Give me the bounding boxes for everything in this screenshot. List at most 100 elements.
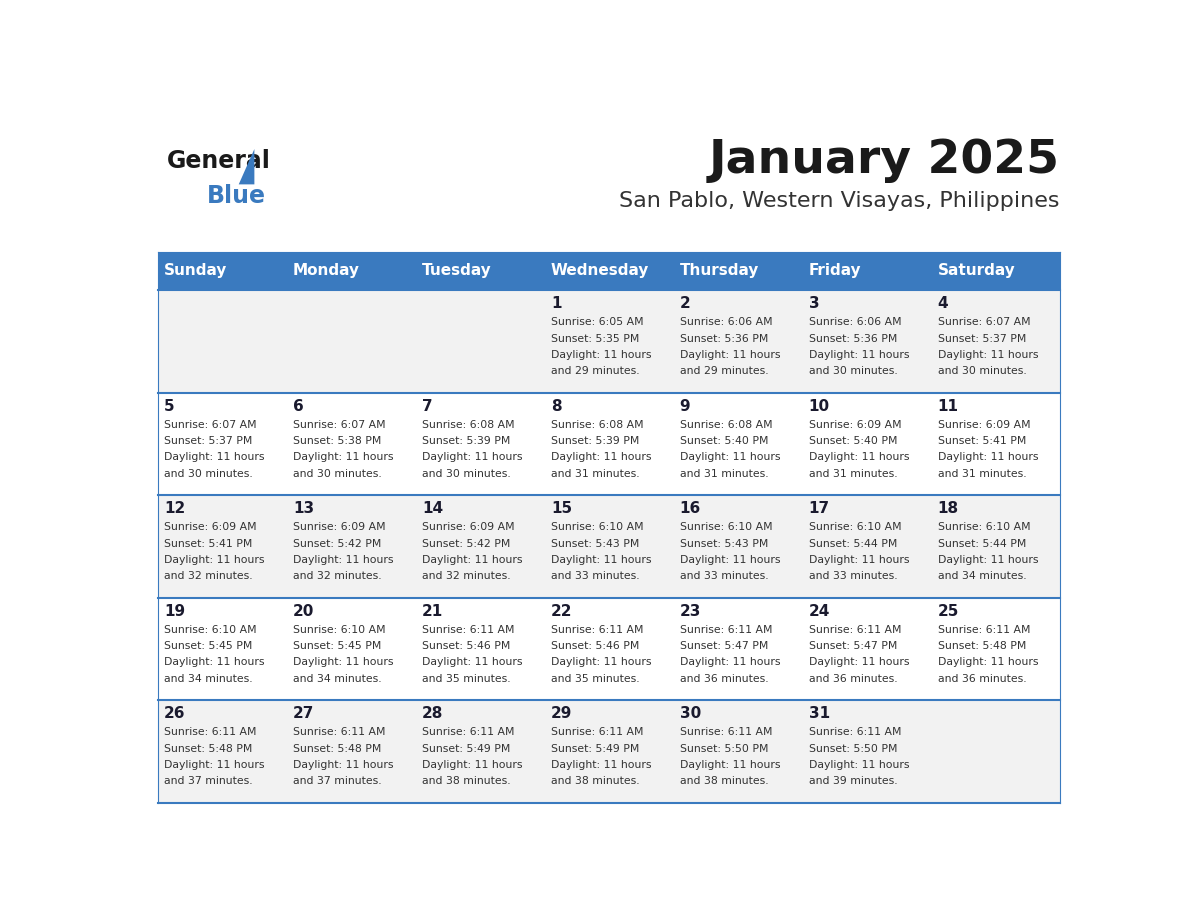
Text: and 32 minutes.: and 32 minutes. <box>422 571 511 581</box>
Text: Daylight: 11 hours: Daylight: 11 hours <box>551 657 651 667</box>
Bar <box>286 290 416 393</box>
Bar <box>286 252 416 290</box>
Text: 7: 7 <box>422 398 432 413</box>
Text: and 33 minutes.: and 33 minutes. <box>551 571 639 581</box>
Text: and 35 minutes.: and 35 minutes. <box>422 674 511 684</box>
Bar <box>544 700 674 803</box>
Text: Saturday: Saturday <box>937 263 1016 278</box>
Text: 16: 16 <box>680 501 701 516</box>
Bar <box>674 496 802 598</box>
Bar <box>931 252 1060 290</box>
Text: Sunset: 5:44 PM: Sunset: 5:44 PM <box>937 539 1026 549</box>
Text: 13: 13 <box>293 501 314 516</box>
Text: Sunset: 5:44 PM: Sunset: 5:44 PM <box>809 539 897 549</box>
Text: Sunset: 5:38 PM: Sunset: 5:38 PM <box>293 436 381 446</box>
Text: Sunset: 5:36 PM: Sunset: 5:36 PM <box>809 333 897 343</box>
Text: 28: 28 <box>422 706 443 721</box>
Text: Wednesday: Wednesday <box>551 263 649 278</box>
Text: and 30 minutes.: and 30 minutes. <box>422 468 511 478</box>
Text: and 30 minutes.: and 30 minutes. <box>809 366 897 376</box>
Text: Daylight: 11 hours: Daylight: 11 hours <box>937 554 1038 565</box>
Text: Sunrise: 6:08 AM: Sunrise: 6:08 AM <box>551 420 644 430</box>
Text: San Pablo, Western Visayas, Philippines: San Pablo, Western Visayas, Philippines <box>619 192 1060 211</box>
Text: 29: 29 <box>551 706 573 721</box>
Text: and 38 minutes.: and 38 minutes. <box>551 776 639 786</box>
Text: Sunrise: 6:11 AM: Sunrise: 6:11 AM <box>551 625 644 634</box>
Text: Sunrise: 6:11 AM: Sunrise: 6:11 AM <box>809 625 902 634</box>
Bar <box>286 598 416 700</box>
Text: 19: 19 <box>164 603 185 619</box>
Text: Sunset: 5:43 PM: Sunset: 5:43 PM <box>551 539 639 549</box>
Text: Friday: Friday <box>809 263 861 278</box>
Text: Sunrise: 6:11 AM: Sunrise: 6:11 AM <box>680 625 772 634</box>
Text: Daylight: 11 hours: Daylight: 11 hours <box>551 554 651 565</box>
Text: Monday: Monday <box>293 263 360 278</box>
Text: Daylight: 11 hours: Daylight: 11 hours <box>680 350 781 360</box>
Bar <box>544 290 674 393</box>
Text: Sunset: 5:42 PM: Sunset: 5:42 PM <box>293 539 381 549</box>
Bar <box>544 496 674 598</box>
Bar <box>674 393 802 496</box>
Bar <box>674 598 802 700</box>
Text: Daylight: 11 hours: Daylight: 11 hours <box>809 453 909 463</box>
Text: Daylight: 11 hours: Daylight: 11 hours <box>293 554 393 565</box>
Text: Sunset: 5:37 PM: Sunset: 5:37 PM <box>164 436 253 446</box>
Text: and 33 minutes.: and 33 minutes. <box>680 571 769 581</box>
Text: Daylight: 11 hours: Daylight: 11 hours <box>164 554 265 565</box>
Bar <box>158 290 286 393</box>
Text: Sunset: 5:48 PM: Sunset: 5:48 PM <box>937 641 1026 651</box>
Bar <box>286 393 416 496</box>
Text: Daylight: 11 hours: Daylight: 11 hours <box>809 350 909 360</box>
Bar <box>674 700 802 803</box>
Text: Sunset: 5:46 PM: Sunset: 5:46 PM <box>422 641 511 651</box>
Bar <box>802 252 931 290</box>
Text: 8: 8 <box>551 398 562 413</box>
Text: and 38 minutes.: and 38 minutes. <box>680 776 769 786</box>
Text: Sunrise: 6:09 AM: Sunrise: 6:09 AM <box>937 420 1030 430</box>
Text: and 38 minutes.: and 38 minutes. <box>422 776 511 786</box>
Text: Tuesday: Tuesday <box>422 263 492 278</box>
Text: and 37 minutes.: and 37 minutes. <box>293 776 381 786</box>
Text: 15: 15 <box>551 501 571 516</box>
Text: Sunrise: 6:06 AM: Sunrise: 6:06 AM <box>680 318 772 328</box>
Text: Sunset: 5:50 PM: Sunset: 5:50 PM <box>680 744 769 754</box>
Text: Sunrise: 6:11 AM: Sunrise: 6:11 AM <box>422 625 514 634</box>
Bar <box>416 393 544 496</box>
Bar <box>158 393 286 496</box>
Text: Daylight: 11 hours: Daylight: 11 hours <box>164 760 265 770</box>
Text: January 2025: January 2025 <box>709 139 1060 184</box>
Text: Sunrise: 6:11 AM: Sunrise: 6:11 AM <box>809 727 902 737</box>
Text: 5: 5 <box>164 398 175 413</box>
Text: Sunrise: 6:09 AM: Sunrise: 6:09 AM <box>164 522 257 532</box>
Text: Sunset: 5:42 PM: Sunset: 5:42 PM <box>422 539 511 549</box>
Text: 4: 4 <box>937 297 948 311</box>
Text: Sunrise: 6:10 AM: Sunrise: 6:10 AM <box>293 625 386 634</box>
Text: Blue: Blue <box>207 185 265 208</box>
Text: Daylight: 11 hours: Daylight: 11 hours <box>809 554 909 565</box>
Text: Sunrise: 6:11 AM: Sunrise: 6:11 AM <box>293 727 386 737</box>
Text: 22: 22 <box>551 603 573 619</box>
Polygon shape <box>239 149 254 185</box>
Text: Daylight: 11 hours: Daylight: 11 hours <box>809 657 909 667</box>
Bar <box>931 290 1060 393</box>
Text: and 39 minutes.: and 39 minutes. <box>809 776 897 786</box>
Text: and 37 minutes.: and 37 minutes. <box>164 776 253 786</box>
Bar <box>158 700 286 803</box>
Text: Sunrise: 6:10 AM: Sunrise: 6:10 AM <box>680 522 772 532</box>
Text: Sunset: 5:39 PM: Sunset: 5:39 PM <box>551 436 639 446</box>
Text: Daylight: 11 hours: Daylight: 11 hours <box>422 657 523 667</box>
Text: and 30 minutes.: and 30 minutes. <box>164 468 253 478</box>
Bar <box>802 393 931 496</box>
Text: Sunrise: 6:11 AM: Sunrise: 6:11 AM <box>164 727 257 737</box>
Text: 10: 10 <box>809 398 829 413</box>
Bar <box>674 290 802 393</box>
Text: 12: 12 <box>164 501 185 516</box>
Text: Daylight: 11 hours: Daylight: 11 hours <box>937 453 1038 463</box>
Text: 31: 31 <box>809 706 829 721</box>
Text: Sunday: Sunday <box>164 263 228 278</box>
Text: and 34 minutes.: and 34 minutes. <box>164 674 253 684</box>
Text: Sunset: 5:45 PM: Sunset: 5:45 PM <box>293 641 381 651</box>
Text: Sunset: 5:48 PM: Sunset: 5:48 PM <box>164 744 253 754</box>
Text: Sunrise: 6:11 AM: Sunrise: 6:11 AM <box>937 625 1030 634</box>
Text: 18: 18 <box>937 501 959 516</box>
